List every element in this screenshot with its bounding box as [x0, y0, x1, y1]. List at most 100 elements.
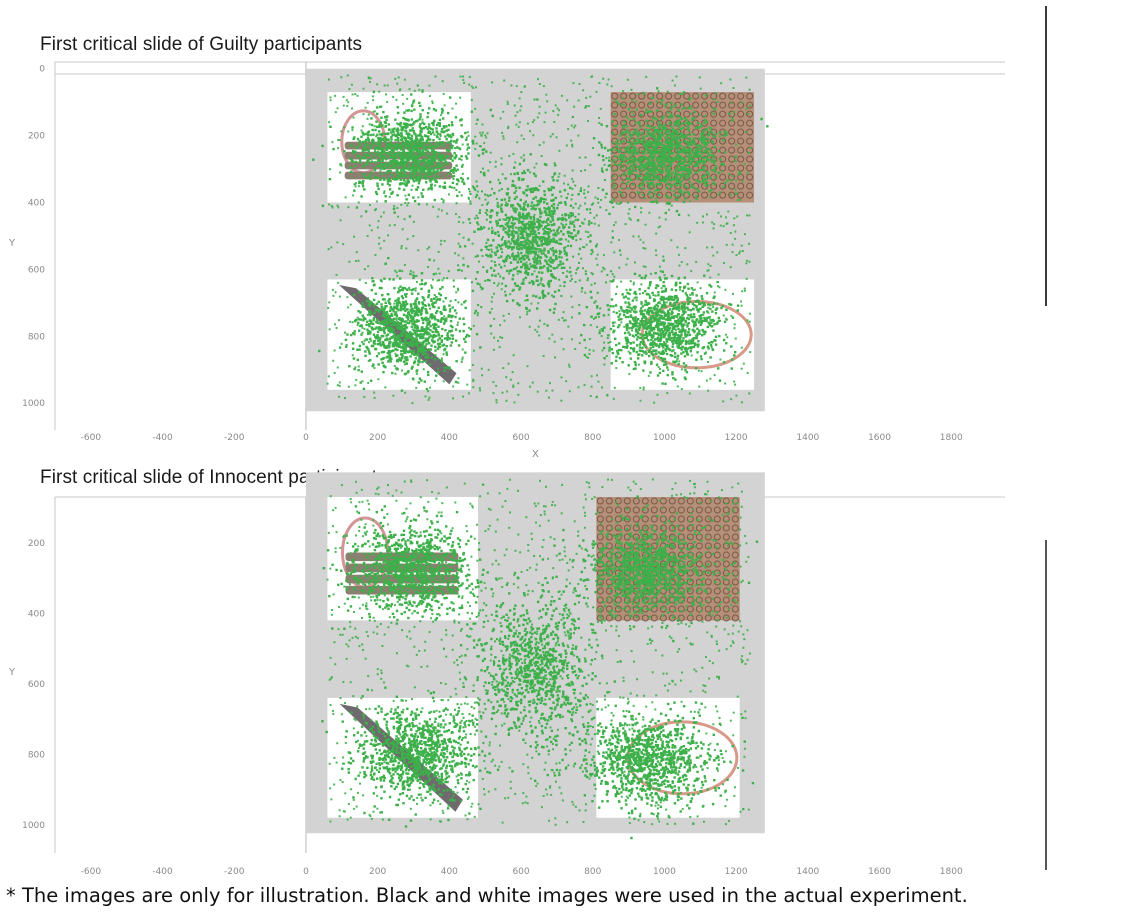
fixation-point [337, 319, 340, 322]
fixation-point [381, 150, 384, 153]
fixation-point [373, 150, 377, 154]
fixation-point [673, 295, 677, 298]
fixation-point [666, 141, 669, 144]
fixation-point [675, 320, 679, 323]
fixation-point [448, 185, 452, 188]
fixation-point [471, 289, 475, 293]
fixation-point [629, 144, 633, 147]
fixation-point [557, 264, 560, 267]
fixation-point [620, 307, 623, 310]
fixation-point [689, 350, 693, 353]
fixation-point [668, 308, 672, 311]
fixation-point [402, 164, 406, 167]
fixation-point [609, 148, 612, 152]
fixation-point [735, 192, 738, 195]
fixation-point [421, 306, 425, 309]
fixation-point [529, 215, 532, 219]
fixation-point [637, 131, 640, 134]
fixation-point [657, 365, 660, 368]
fixation-point [358, 157, 362, 161]
fixation-point [443, 181, 447, 185]
fixation-point [384, 311, 388, 315]
fixation-point [651, 152, 654, 155]
fixation-point [691, 291, 694, 295]
fixation-point [377, 363, 380, 366]
fixation-point [366, 162, 369, 166]
fixation-point [383, 331, 386, 335]
fixation-point [531, 190, 535, 193]
fixation-point [407, 311, 410, 314]
fixation-point [569, 222, 572, 225]
fixation-point [392, 207, 396, 211]
fixation-point [641, 156, 644, 160]
fixation-point [680, 148, 684, 151]
fixation-point [380, 125, 383, 128]
fixation-point [490, 231, 494, 235]
fixation-point [600, 169, 604, 172]
fixation-point [665, 148, 668, 152]
fixation-point [424, 311, 428, 314]
fixation-point [378, 328, 382, 331]
fixation-point [435, 298, 439, 302]
fixation-point [433, 159, 437, 162]
fixation-point [482, 226, 486, 229]
fixation-point [430, 298, 433, 301]
fixation-point [584, 105, 588, 108]
fixation-point [723, 320, 727, 323]
fixation-point [656, 284, 660, 288]
fixation-point [499, 224, 502, 228]
fixation-point [647, 339, 650, 342]
fixation-point [414, 136, 418, 139]
fixation-point [384, 132, 387, 136]
fixation-point [427, 348, 431, 351]
fixation-point [677, 154, 681, 157]
fixation-point [390, 312, 393, 316]
fixation-point [426, 158, 429, 161]
fixation-point [419, 159, 423, 163]
fixation-point [481, 152, 485, 155]
fixation-point [534, 174, 537, 178]
fixation-point [433, 305, 436, 309]
fixation-point [643, 303, 647, 306]
fixation-point [481, 148, 485, 152]
fixation-point [437, 319, 440, 323]
fixation-point [392, 307, 395, 311]
fixation-point [529, 385, 532, 388]
fixation-point [447, 111, 450, 115]
fixation-point [376, 176, 380, 179]
fixation-point [420, 309, 423, 312]
fixation-point [657, 291, 660, 294]
fixation-point [707, 158, 710, 162]
fixation-point [415, 138, 419, 141]
fixation-point [637, 332, 640, 335]
fixation-point [370, 117, 373, 120]
fixation-point [505, 269, 509, 273]
fixation-point [391, 343, 395, 347]
fixation-point [445, 125, 448, 128]
fixation-point [396, 82, 399, 85]
fixation-point [652, 357, 655, 360]
fixation-point [377, 352, 381, 355]
fixation-point [655, 188, 659, 192]
fixation-point [383, 150, 386, 153]
fixation-point [610, 298, 614, 301]
fixation-point [376, 330, 380, 334]
pattern-dot [719, 137, 727, 145]
fixation-point [466, 177, 470, 180]
fixation-point [675, 336, 679, 340]
fixation-point [386, 326, 389, 329]
fixation-point [597, 153, 601, 157]
fixation-point [543, 193, 546, 197]
fixation-point [375, 176, 378, 179]
fixation-point [634, 323, 638, 326]
fixation-point [603, 146, 607, 150]
fixation-point [627, 172, 630, 175]
fixation-point [420, 144, 424, 148]
fixation-point [697, 154, 701, 158]
fixation-point [580, 287, 584, 290]
fixation-point [451, 159, 454, 162]
fixation-point [661, 352, 665, 356]
fixation-point [645, 175, 649, 178]
fixation-point [547, 251, 550, 254]
fixation-point [658, 301, 661, 304]
